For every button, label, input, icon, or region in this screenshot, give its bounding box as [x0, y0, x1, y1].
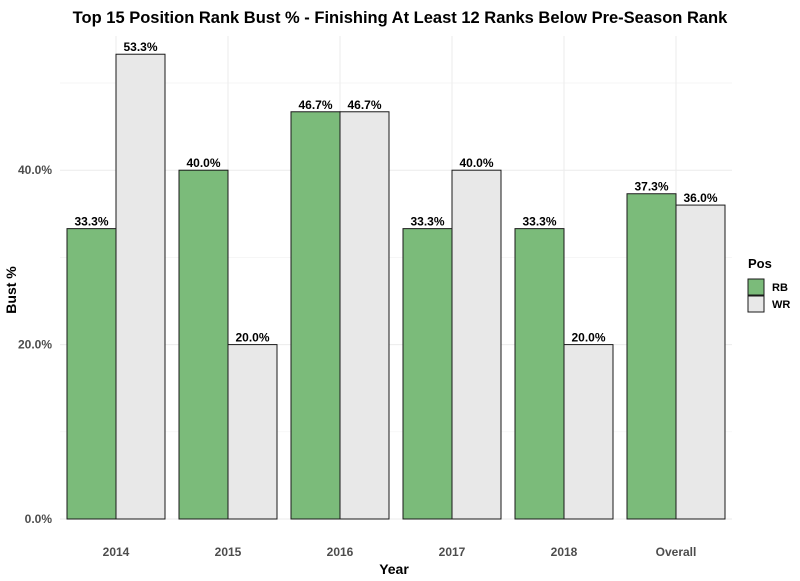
data-label-rb-2014: 33.3% [74, 215, 108, 229]
bar-rb-2017 [402, 228, 453, 520]
x-tick-label: 2017 [439, 545, 466, 559]
bar-rb-2015 [178, 169, 229, 520]
data-label-wr-overall: 36.0% [683, 191, 717, 205]
x-tick-label: Overall [656, 545, 697, 559]
y-tick-label: 40.0% [18, 163, 52, 177]
bar-rb-overall [626, 193, 677, 520]
x-tick-label: 2016 [327, 545, 354, 559]
data-label-wr-2018: 20.0% [571, 331, 605, 345]
legend-label-wr: WR [772, 299, 790, 311]
data-labels: 33.3% 53.3% 40.0% 20.0% 46.7% 46.7% 33.3% 40.0%… [74, 40, 717, 344]
data-label-wr-2017: 40.0% [459, 156, 493, 170]
data-label-wr-2014: 53.3% [123, 40, 157, 54]
bar-rb-2018 [514, 228, 565, 520]
data-label-rb-2017: 33.3% [410, 215, 444, 229]
x-tick-label: 2015 [215, 545, 242, 559]
bar-wr-2015 [227, 344, 278, 520]
y-axis-ticks: 0.0% 20.0% 40.0% [18, 163, 52, 526]
legend-swatch-rb [747, 278, 765, 296]
data-label-wr-2016: 46.7% [347, 98, 381, 112]
data-label-rb-2016: 46.7% [298, 98, 332, 112]
bar-wr-2017 [451, 169, 502, 520]
y-tick-label: 0.0% [25, 512, 53, 526]
bar-wr-overall [675, 204, 726, 520]
data-label-rb-2018: 33.3% [522, 215, 556, 229]
data-label-wr-2015: 20.0% [235, 331, 269, 345]
bar-wr-2014 [115, 53, 166, 520]
legend: Pos RB WR [747, 256, 790, 313]
legend-swatch-wr [747, 295, 765, 313]
x-axis-ticks: 2014 2015 2016 2017 2018 Overall [103, 545, 697, 559]
legend-title: Pos [748, 256, 772, 271]
legend-label-rb: RB [772, 282, 788, 294]
x-tick-label: 2014 [103, 545, 130, 559]
bars [66, 53, 726, 520]
bar-wr-2016 [339, 111, 390, 520]
y-axis-title: Bust % [3, 266, 19, 314]
x-tick-label: 2018 [551, 545, 578, 559]
bar-rb-2014 [66, 228, 117, 520]
data-label-rb-overall: 37.3% [634, 180, 668, 194]
bar-wr-2018 [563, 344, 614, 520]
x-axis-title: Year [379, 561, 409, 577]
y-tick-label: 20.0% [18, 338, 52, 352]
bar-rb-2016 [290, 111, 341, 520]
chart-title: Top 15 Position Rank Bust % - Finishing … [73, 9, 728, 27]
data-label-rb-2015: 40.0% [186, 156, 220, 170]
